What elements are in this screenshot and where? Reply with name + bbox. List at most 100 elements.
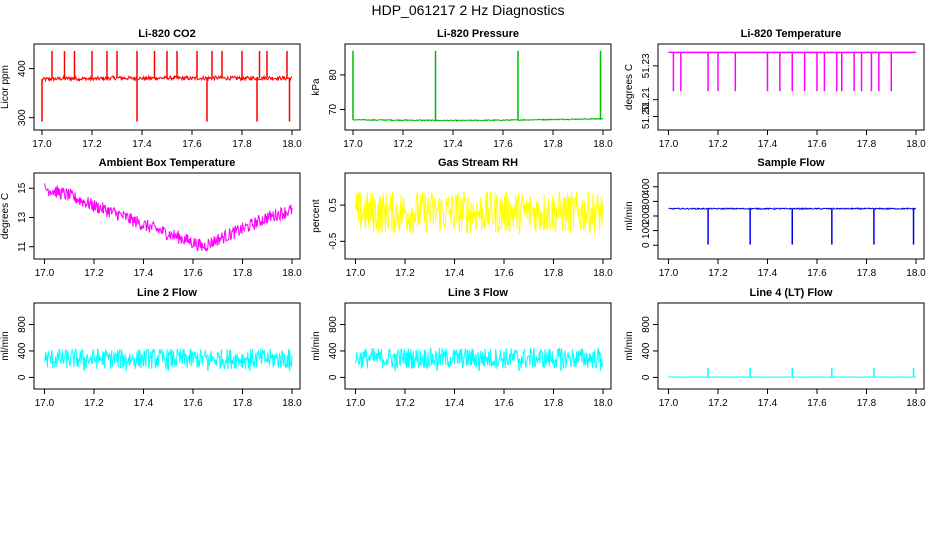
chart-panel: Line 3 Flow ml/min 17.0 17.2 17.4 17.6 17.8 18.…: [311, 287, 613, 409]
x-tick-label: 17.6: [493, 139, 513, 150]
plot-frame: [657, 43, 925, 131]
figure-title: HDP_061217 2 Hz Diagnostics: [372, 2, 565, 18]
x-tick-label: 17.2: [84, 268, 104, 279]
y-tick-label: 800: [641, 316, 652, 333]
x-tick-label: 18.0: [282, 139, 302, 150]
y-tick-label: 0: [328, 374, 339, 380]
chart-panel: Li-820 Temperature degrees C 17.0 17.2 17.4 1…: [624, 28, 926, 150]
y-axis-label: ml/min: [0, 331, 11, 360]
x-tick-label: 17.6: [494, 268, 514, 279]
x-tick-label: 17.8: [543, 139, 563, 150]
chart-title: Li-820 CO2: [138, 28, 195, 40]
panel-grid: Li-820 CO2 Licor ppm 17.0 17.2 17.4 17.6 17.8 1…: [0, 28, 926, 409]
x-tick-label: 17.0: [659, 268, 679, 279]
x-tick-label: 18.0: [906, 398, 926, 409]
x-tick-label: 17.6: [182, 139, 202, 150]
y-axis-label: degrees C: [0, 193, 11, 239]
chart-panel: Ambient Box Temperature degrees C 17.0 17.2…: [0, 157, 302, 279]
x-tick-label: 17.8: [857, 268, 877, 279]
x-tick-label: 17.0: [35, 398, 55, 409]
y-tick-label: 400: [17, 60, 28, 77]
chart-title: Line 2 Flow: [137, 287, 197, 299]
y-tick-label: 0: [641, 242, 652, 248]
y-tick-label: -0.5: [328, 232, 339, 250]
y-tick-label: 51.23: [641, 53, 652, 78]
x-tick-label: 17.8: [544, 268, 564, 279]
x-tick-label: 17.4: [445, 398, 465, 409]
x-tick-label: 17.0: [35, 268, 55, 279]
x-tick-label: 17.0: [659, 398, 679, 409]
y-axis-label: ml/min: [624, 201, 635, 230]
x-tick-label: 17.4: [758, 139, 778, 150]
x-tick-label: 17.2: [395, 398, 415, 409]
x-tick-label: 17.6: [183, 398, 203, 409]
y-tick-label: 300: [641, 193, 652, 210]
x-tick-label: 17.0: [659, 139, 679, 150]
x-tick-label: 17.4: [134, 268, 154, 279]
chart-panel: Gas Stream RH percent 17.0 17.2 17.4 17.6 17.8…: [311, 157, 613, 279]
chart-panel: Li-820 CO2 Licor ppm 17.0 17.2 17.4 17.6 17.8 1…: [0, 28, 302, 150]
y-axis-label: percent: [311, 199, 322, 233]
y-tick-label: 51.20: [641, 104, 652, 129]
x-tick-label: 17.2: [82, 139, 102, 150]
y-axis-label: kPa: [311, 78, 322, 96]
x-tick-label: 17.0: [343, 139, 363, 150]
y-tick-label: 51.21: [641, 87, 652, 112]
x-tick-label: 17.2: [708, 139, 728, 150]
y-tick-label: 800: [328, 316, 339, 333]
y-tick-label: 100: [641, 222, 652, 239]
chart-panel: Sample Flow ml/min 17.0 17.2 17.4 17.6 17.8 18.…: [624, 157, 926, 279]
x-tick-label: 17.8: [233, 268, 253, 279]
x-tick-label: 17.6: [494, 398, 514, 409]
chart-panel: Line 4 (LT) Flow ml/min 17.0 17.2 17.4 17.6 17…: [624, 287, 926, 409]
x-tick-label: 18.0: [593, 268, 613, 279]
chart-title: Line 4 (LT) Flow: [750, 287, 833, 299]
x-tick-label: 17.8: [233, 398, 253, 409]
x-tick-label: 17.2: [708, 268, 728, 279]
x-tick-label: 17.4: [758, 268, 778, 279]
plot-frame: [657, 172, 925, 260]
y-tick-label: 0.5: [328, 198, 339, 212]
x-tick-label: 18.0: [282, 268, 302, 279]
y-tick-label: 11: [17, 241, 28, 252]
x-tick-label: 17.0: [32, 139, 52, 150]
chart-title: Ambient Box Temperature: [99, 157, 236, 169]
y-tick-label: 400: [641, 342, 652, 359]
y-axis-label: degrees C: [624, 64, 635, 110]
x-tick-label: 17.4: [758, 398, 778, 409]
y-axis-label: ml/min: [311, 331, 322, 360]
x-tick-label: 18.0: [906, 139, 926, 150]
y-tick-label: 800: [17, 316, 28, 333]
y-axis-label: Licor ppm: [0, 65, 11, 109]
chart-panel: Li-820 Pressure kPa 17.0 17.2 17.4 17.6 17.8 18…: [311, 28, 613, 150]
y-tick-label: 300: [17, 109, 28, 126]
chart-title: Sample Flow: [757, 157, 825, 169]
x-tick-label: 18.0: [906, 268, 926, 279]
y-tick-label: 400: [17, 342, 28, 359]
x-tick-label: 17.4: [443, 139, 463, 150]
x-tick-label: 17.8: [544, 398, 564, 409]
x-tick-label: 17.2: [395, 268, 415, 279]
x-tick-label: 18.0: [593, 398, 613, 409]
chart-title: Line 3 Flow: [448, 287, 508, 299]
series-line: [355, 190, 604, 235]
chart-title: Li-820 Temperature: [741, 28, 842, 40]
x-tick-label: 18.0: [593, 139, 613, 150]
plot-frame: [657, 302, 925, 390]
x-tick-label: 17.4: [132, 139, 152, 150]
x-tick-label: 17.8: [232, 139, 252, 150]
series-line: [352, 117, 604, 122]
y-axis-label: ml/min: [624, 331, 635, 360]
x-tick-label: 17.2: [84, 398, 104, 409]
chart-title: Li-820 Pressure: [437, 28, 519, 40]
y-tick-label: 0: [17, 374, 28, 380]
x-tick-label: 17.6: [807, 398, 827, 409]
plot-frame: [33, 172, 301, 260]
y-tick-label: 400: [328, 342, 339, 359]
plot-frame: [344, 172, 612, 260]
plot-frame: [344, 43, 612, 131]
x-tick-label: 17.0: [346, 398, 366, 409]
plot-frame: [344, 302, 612, 390]
y-tick-label: 200: [641, 207, 652, 224]
